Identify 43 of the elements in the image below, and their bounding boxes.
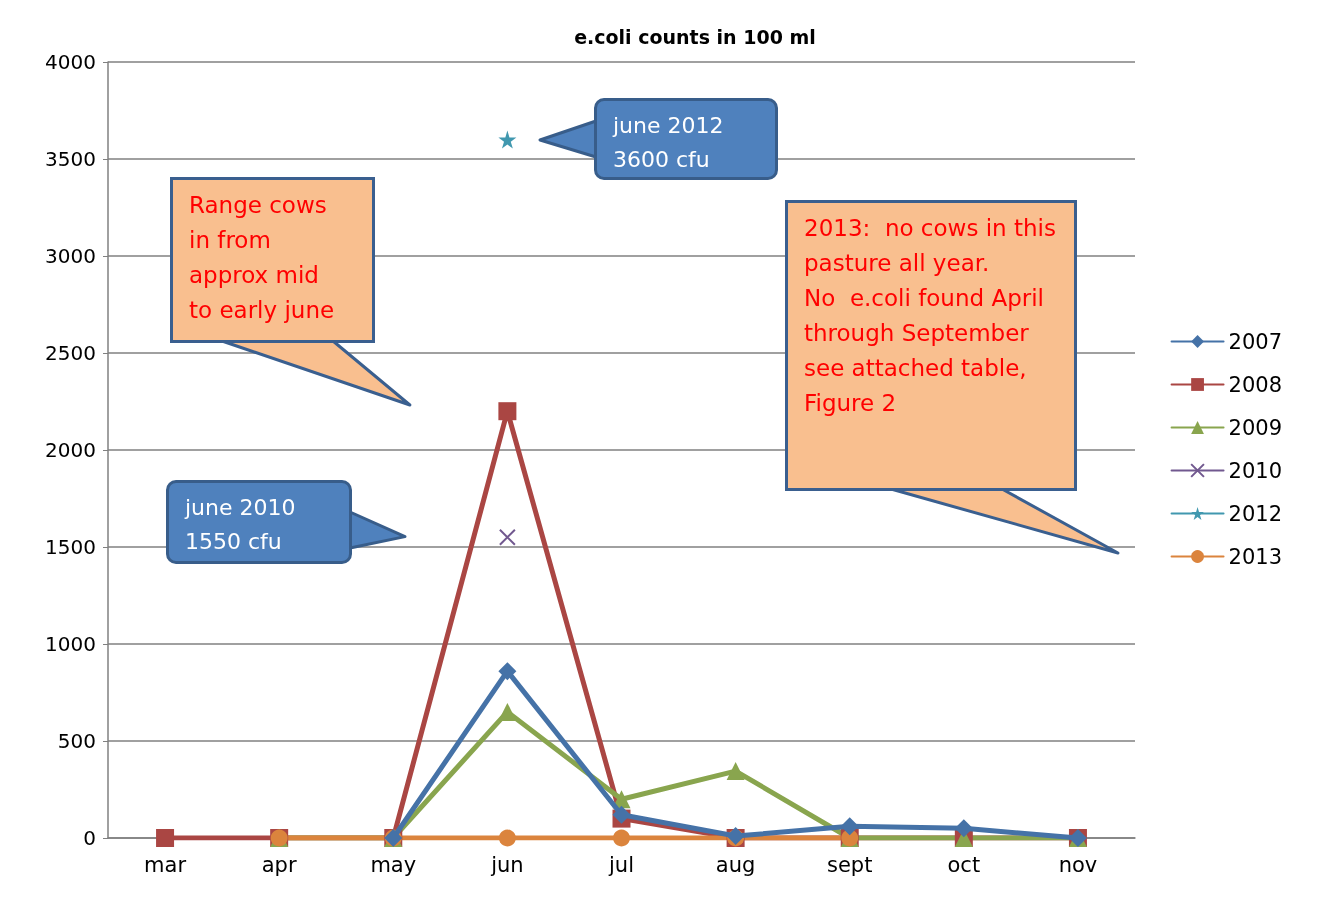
point — [612, 805, 631, 824]
x-tick-label: oct — [947, 852, 981, 877]
x-tick-label: aug — [715, 852, 756, 877]
x-tick-label: jul — [608, 852, 634, 877]
legend-label: 2010 — [1228, 458, 1283, 483]
point — [840, 817, 859, 836]
point — [498, 130, 517, 149]
point — [498, 829, 516, 847]
point — [498, 402, 517, 421]
speech-callout: june 2010 1550 cfu — [166, 480, 407, 564]
legend-label: 2009 — [1228, 415, 1283, 440]
y-tick-label: 3000 — [45, 244, 96, 268]
x-tick-label: jun — [490, 852, 524, 877]
legend-label: 2012 — [1228, 501, 1283, 526]
chart-title: e.coli counts in 100 ml — [574, 25, 816, 48]
point — [498, 662, 517, 681]
point — [726, 762, 745, 781]
x-tick-label: sept — [827, 852, 873, 877]
speech-callout: Range cows in from approx mid to early june — [170, 177, 412, 407]
y-tick-label: 2500 — [45, 341, 96, 365]
y-tick-label: 2000 — [45, 438, 96, 462]
y-tick-label: 1500 — [45, 535, 96, 559]
speech-callout: june 2012 3600 cfu — [538, 98, 778, 180]
y-tick-label: 4000 — [45, 50, 96, 74]
annotation: Range cows in from approx mid to early june — [170, 177, 375, 343]
x-tick-label: nov — [1058, 852, 1098, 877]
legend-label: 2008 — [1228, 372, 1283, 397]
point — [498, 528, 516, 546]
point — [156, 829, 175, 847]
annotation: june 2010 1550 cfu — [166, 480, 352, 564]
y-tick-label: 500 — [57, 729, 96, 753]
x-tick-label: may — [370, 852, 417, 877]
y-tick-label: 0 — [83, 826, 96, 850]
annotation: june 2012 3600 cfu — [594, 98, 778, 180]
annotation: 2013: no cows in this pasture all year. No e.coli found April through September see attached table, Figure 2 — [785, 200, 1077, 491]
x-tick-label: apr — [261, 852, 297, 877]
y-tick-label: 1000 — [45, 632, 96, 656]
y-tick-label: 3500 — [45, 147, 96, 171]
x-tick-label: mar — [144, 852, 187, 877]
legend-label: 2013 — [1228, 544, 1283, 569]
point — [613, 829, 630, 847]
speech-callout: 2013: no cows in this pasture all year. No e.coli found April through September see attached table, Figure 2 — [785, 200, 1120, 555]
legend-label: 2007 — [1228, 329, 1283, 354]
